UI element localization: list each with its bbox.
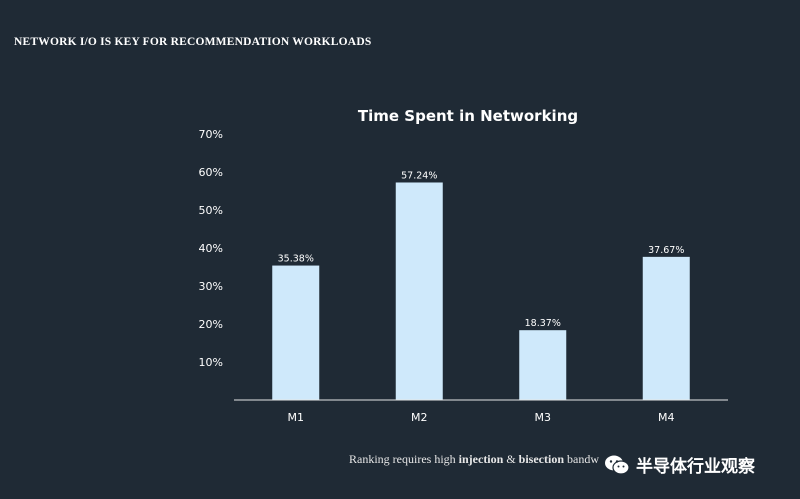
footer-bold-injection: injection xyxy=(458,452,504,466)
x-tick-label: M3 xyxy=(535,411,552,424)
y-tick-label: 30% xyxy=(199,280,223,293)
bar-m2 xyxy=(395,182,443,400)
y-tick-label: 60% xyxy=(199,166,223,179)
x-tick-label: M4 xyxy=(658,411,675,424)
y-tick-label: 20% xyxy=(199,318,223,331)
footer-note: Ranking requires high injection & bisect… xyxy=(349,452,599,467)
footer-bold-bisection: bisection xyxy=(518,452,565,466)
x-tick-label: M2 xyxy=(411,411,428,424)
bars xyxy=(272,182,690,400)
footer-text-3: bandw xyxy=(564,452,600,466)
value-labels: 35.38% 57.24% 18.37% 37.67% xyxy=(278,170,685,329)
value-label: 37.67% xyxy=(648,245,684,256)
value-label: 57.24% xyxy=(401,170,437,181)
chart-title: Time Spent in Networking xyxy=(358,107,578,125)
footer-text-2: & xyxy=(503,452,519,466)
y-tick-label: 50% xyxy=(199,204,223,217)
y-tick-label: 40% xyxy=(199,242,223,255)
x-axis-ticks: M1 M2 M3 M4 xyxy=(288,411,675,424)
y-tick-label: 10% xyxy=(199,356,223,369)
x-tick-label: M1 xyxy=(288,411,305,424)
watermark-text: 半导体行业观察 xyxy=(636,457,755,477)
value-label: 18.37% xyxy=(525,318,561,329)
slide-title: NETWORK I/O IS KEY FOR RECOMMENDATION WO… xyxy=(14,36,372,48)
bar-m4 xyxy=(642,256,690,400)
value-label: 35.38% xyxy=(278,254,314,265)
y-axis-ticks: 10% 20% 30% 40% 50% 60% 70% xyxy=(199,128,223,369)
bar-m3 xyxy=(519,330,567,400)
y-tick-label: 70% xyxy=(199,128,223,141)
bar-m1 xyxy=(272,265,320,400)
wechat-icon xyxy=(605,455,630,475)
footer-text-1: Ranking requires high xyxy=(349,452,459,466)
watermark: 半导体行业观察 xyxy=(604,452,755,477)
